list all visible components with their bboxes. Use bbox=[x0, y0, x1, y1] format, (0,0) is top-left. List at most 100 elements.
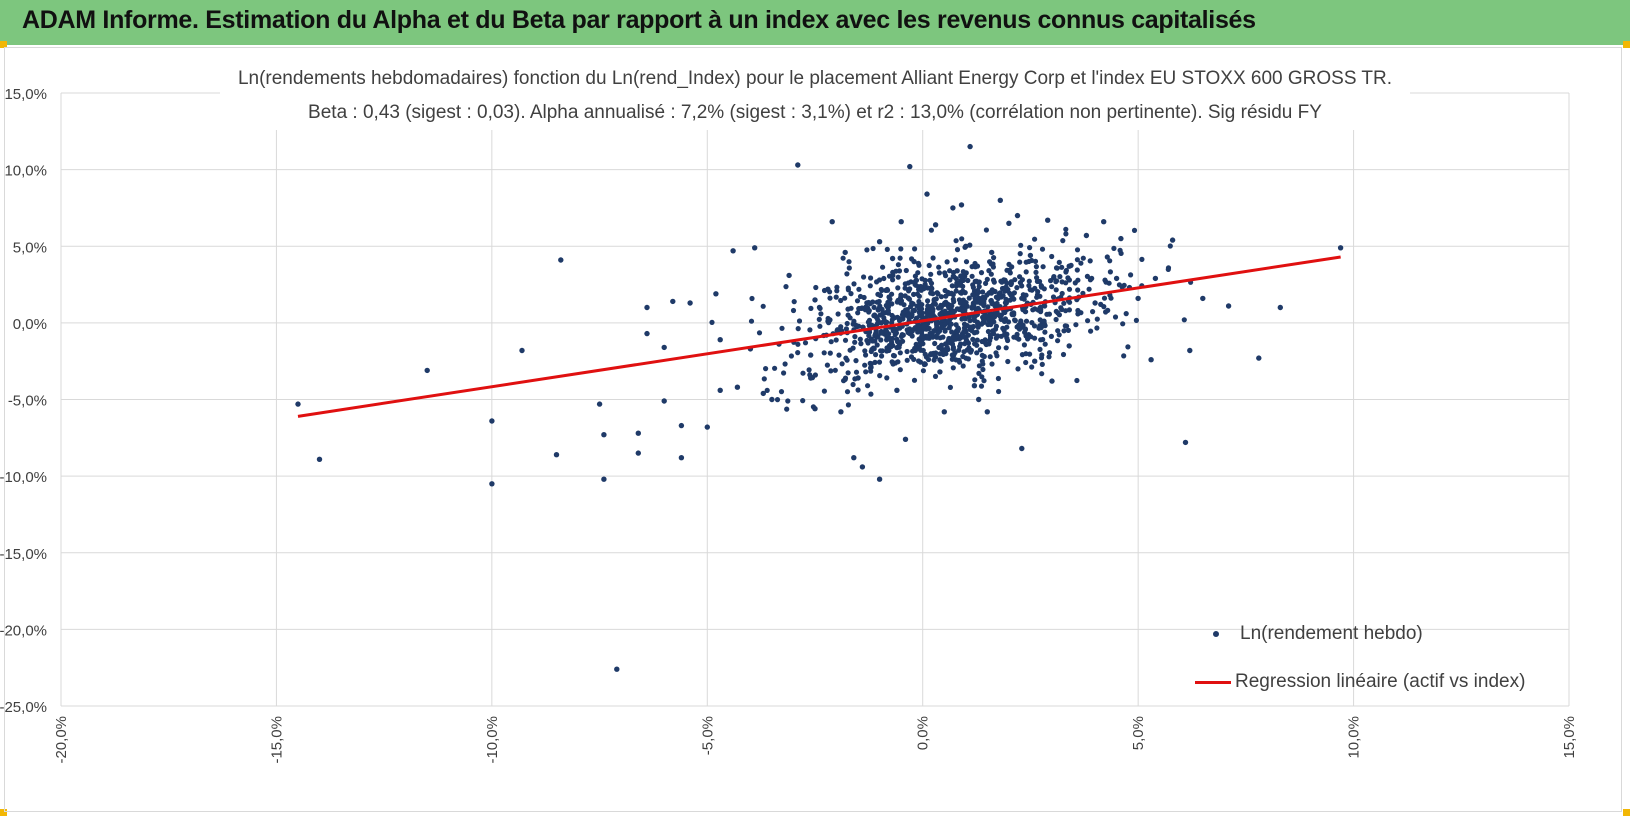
scatter-point bbox=[1005, 319, 1012, 325]
scatter-point bbox=[903, 267, 909, 274]
scatter-point bbox=[848, 291, 854, 297]
y-tick-label: -15,0% bbox=[0, 546, 47, 563]
x-tick-label: -10,0% bbox=[484, 716, 501, 764]
scatter-point bbox=[862, 348, 868, 354]
scatter-point bbox=[977, 347, 984, 353]
x-tick-label: -5,0% bbox=[699, 716, 716, 755]
scatter-point bbox=[828, 368, 834, 374]
scatter-point bbox=[1023, 269, 1029, 275]
scatter-point bbox=[1167, 243, 1173, 249]
scatter-point bbox=[1042, 341, 1048, 347]
legend-item-regression[interactable]: Regression linéaire (actif vs index) bbox=[1195, 658, 1525, 706]
scatter-point bbox=[993, 335, 999, 341]
scatter-point bbox=[1015, 366, 1021, 372]
scatter-point bbox=[1050, 294, 1057, 300]
scatter-point bbox=[1063, 267, 1069, 274]
scatter-point bbox=[900, 332, 906, 338]
scatter-point bbox=[1055, 328, 1061, 334]
scatter-point bbox=[1103, 309, 1109, 315]
scatter-point bbox=[1111, 245, 1117, 251]
scatter-point bbox=[996, 345, 1002, 351]
scatter-point bbox=[857, 293, 864, 300]
scatter-point bbox=[1059, 290, 1065, 297]
scatter-point bbox=[905, 327, 911, 333]
scatter-point bbox=[1039, 283, 1045, 290]
scatter-point bbox=[862, 362, 868, 368]
scatter-point bbox=[1003, 296, 1009, 302]
scatter-point bbox=[1023, 333, 1029, 339]
scatter-point bbox=[813, 284, 819, 291]
scatter-point bbox=[976, 396, 982, 403]
scatter-point bbox=[1032, 258, 1039, 264]
scatter-point bbox=[989, 361, 995, 367]
scatter-point bbox=[926, 262, 932, 269]
scatter-point bbox=[979, 352, 985, 358]
legend-item-points[interactable]: Ln(rendement hebdo) bbox=[1195, 610, 1525, 658]
scatter-point bbox=[884, 303, 890, 309]
scatter-point bbox=[1044, 311, 1050, 317]
scatter-point bbox=[1225, 303, 1232, 309]
scatter-point bbox=[1075, 277, 1081, 283]
scatter-point bbox=[979, 358, 985, 364]
scatter-point bbox=[1107, 258, 1113, 264]
header-banner: ADAM Informe. Estimation du Alpha et du … bbox=[0, 0, 1630, 45]
scatter-point bbox=[781, 370, 787, 376]
scatter-point bbox=[947, 277, 953, 283]
scatter-point bbox=[838, 324, 844, 330]
scatter-point bbox=[1053, 279, 1059, 285]
scatter-point bbox=[661, 344, 667, 351]
scatter-point bbox=[976, 284, 982, 290]
scatter-point bbox=[558, 257, 564, 263]
chart-frame bbox=[4, 47, 1622, 812]
scatter-point bbox=[924, 334, 931, 340]
scatter-point bbox=[838, 409, 844, 415]
scatter-point bbox=[852, 334, 858, 340]
scatter-point bbox=[842, 295, 848, 301]
scatter-point bbox=[966, 314, 972, 320]
scatter-point bbox=[841, 378, 847, 384]
scatter-point bbox=[928, 227, 935, 233]
scatter-point bbox=[489, 418, 495, 424]
scatter-point bbox=[784, 406, 790, 412]
y-tick-label: 15,0% bbox=[4, 86, 47, 103]
scatter-point bbox=[1061, 328, 1067, 334]
scatter-point bbox=[884, 286, 890, 293]
scatter-point bbox=[869, 322, 875, 328]
scatter-point bbox=[990, 277, 997, 283]
scatter-point bbox=[897, 350, 903, 356]
scatter-point bbox=[955, 328, 961, 334]
scatter-point bbox=[1074, 257, 1080, 263]
scatter-point bbox=[1019, 445, 1025, 452]
scatter-point bbox=[1123, 311, 1129, 317]
scatter-point bbox=[909, 328, 915, 334]
scatter-point bbox=[902, 281, 908, 287]
scatter-point bbox=[889, 312, 895, 319]
scatter-point bbox=[1040, 264, 1046, 270]
scatter-point bbox=[1106, 280, 1112, 286]
scatter-point bbox=[1023, 359, 1029, 366]
scatter-point bbox=[941, 409, 947, 415]
scatter-point bbox=[1006, 261, 1012, 267]
scatter-point bbox=[990, 328, 996, 334]
scatter-point bbox=[644, 330, 650, 337]
scatter-point bbox=[1200, 295, 1206, 302]
scatter-point bbox=[980, 320, 986, 326]
scatter-point bbox=[922, 277, 928, 283]
scatter-point bbox=[833, 337, 839, 343]
scatter-point bbox=[761, 376, 767, 382]
scatter-point bbox=[601, 476, 607, 482]
scatter-point bbox=[904, 307, 910, 313]
scatter-point bbox=[1080, 255, 1086, 261]
scatter-point bbox=[878, 337, 884, 343]
scatter-point bbox=[865, 383, 871, 389]
scatter-point bbox=[1118, 235, 1124, 242]
scatter-point bbox=[808, 305, 814, 311]
scatter-point bbox=[839, 361, 845, 367]
scatter-point bbox=[1026, 283, 1032, 289]
scatter-point bbox=[795, 326, 801, 332]
scatter-point bbox=[943, 293, 949, 299]
scatter-point bbox=[912, 246, 918, 252]
scatter-point bbox=[826, 320, 832, 326]
scatter-point bbox=[1005, 337, 1011, 344]
